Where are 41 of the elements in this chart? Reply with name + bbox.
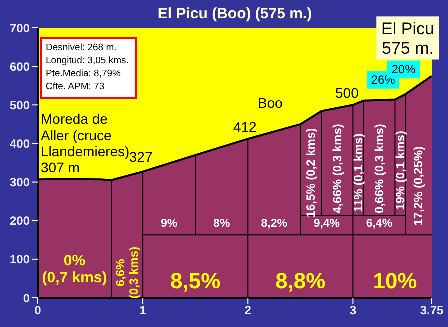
annotation: 9% [161,218,178,230]
annotation: 8,2% [261,218,288,230]
annotation: 17,2% (0,25%) [411,146,426,226]
annotation: 412 [233,119,258,136]
annotation: 9,4% [314,218,340,230]
annotation: 10% [373,268,418,294]
y-tick-label: 400 [10,136,30,151]
annotation: 8% [214,218,230,230]
y-tick-label: 0 [23,291,30,306]
annotation: 8,5% [170,268,221,294]
chart-title: El Picu (Boo) (575 m.) [158,6,312,22]
annotation: 19% (0,1 kms) [393,131,408,210]
annotation: Pte.Media: 8,79% [46,68,122,80]
x-tick-label: 3.75 [420,304,444,318]
y-tick-label: 500 [10,98,30,112]
annotation: 6,6% (0,3 kms) [113,246,142,299]
y-tick-label: 200 [10,214,30,228]
annotation: 20% [392,62,416,77]
annotation: Desnivel: 268 m. [46,42,117,54]
annotation: Longitud: 3,05 kms. [46,56,129,66]
x-tick-label: 0 [34,304,42,318]
y-tick-label: 700 [10,21,30,36]
annotation: 327 [129,148,153,165]
x-tick-label: 1 [140,304,147,318]
x-tick-label: 3 [350,304,357,318]
annotation: 4,66% (0,3 kms) [330,124,344,214]
y-tick-label: 100 [10,252,30,267]
y-tick-label: 300 [10,176,30,190]
x-tick-label: 2 [244,304,252,318]
annotation: 0% (0,7 kms) [42,252,108,286]
annotation: Moreda de Aller (cruce Llandemieres) 307 m [41,111,130,176]
annotation: 0,66% (0,3 kms) [372,124,386,214]
y-tick-label: 600 [10,60,30,74]
annotation: 500 [336,85,360,102]
annotation: El Picu 575 m. [382,18,434,58]
annotation: Cfte. APM: 73 [46,82,105,92]
annotation: Boo [258,94,284,111]
annotation: 8,8% [276,268,326,294]
annotation: 16,5% (0,2 kms) [304,128,318,218]
annotation: 6,4% [366,218,393,230]
annotation: 11% (0,1 kms) [351,134,366,212]
